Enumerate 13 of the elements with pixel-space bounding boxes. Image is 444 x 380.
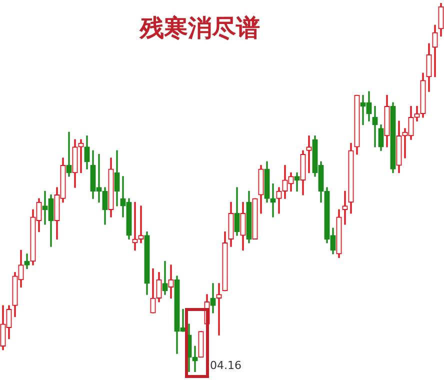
annotation: 04.16	[210, 358, 242, 372]
candlestick	[342, 190, 348, 225]
candlestick	[162, 260, 168, 295]
candlestick	[270, 183, 276, 218]
candlestick	[216, 283, 222, 336]
candlestick	[78, 139, 84, 174]
candlestick	[372, 106, 378, 148]
candlestick	[294, 172, 300, 192]
text: 残寒消尽谱	[139, 13, 260, 42]
candlestick	[168, 264, 174, 299]
candlestick	[306, 136, 312, 174]
candlestick	[210, 283, 216, 314]
candlestick	[66, 132, 72, 177]
